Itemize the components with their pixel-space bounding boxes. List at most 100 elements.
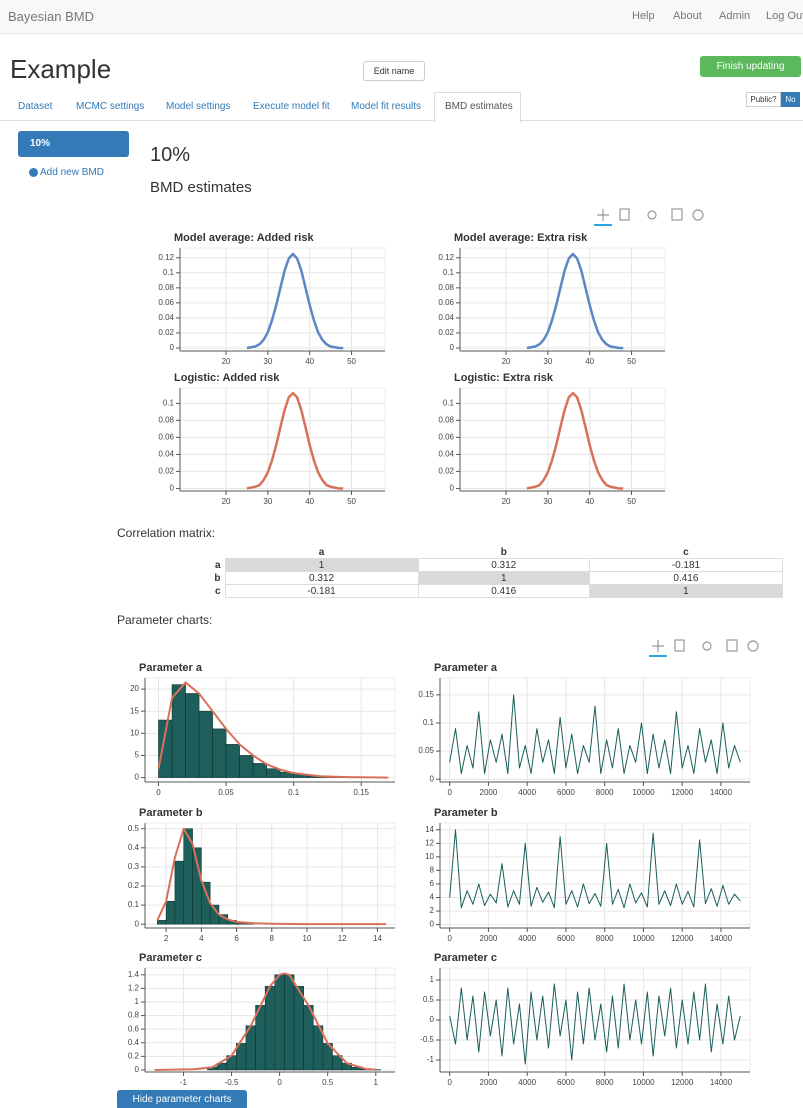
x-tick-label: 12000 — [671, 934, 694, 943]
y-tick-label: 12 — [425, 838, 434, 847]
main-heading: 10% — [150, 144, 191, 166]
chart-title: Model average: Extra risk — [454, 232, 588, 244]
x-tick-label: 14000 — [710, 934, 733, 943]
density-curve — [157, 681, 389, 779]
x-tick-label: 50 — [347, 357, 356, 366]
y-tick-label: 0.04 — [158, 313, 174, 322]
tab[interactable]: Model fit results — [351, 101, 422, 112]
x-tick-label: 40 — [305, 357, 314, 366]
line — [449, 694, 741, 775]
main-subheading: BMD estimates — [150, 179, 252, 196]
nav-link[interactable]: About — [673, 10, 702, 22]
y-tick-label: 0 — [170, 484, 175, 493]
y-tick-label: 0.15 — [418, 690, 434, 699]
chart: Parameter a 0 0.05 0.1 0.15 0 5 10 15 20 — [130, 662, 396, 797]
line — [449, 829, 741, 909]
edit-button[interactable]: Edit name — [363, 61, 425, 81]
chart-title: Parameter b — [434, 807, 498, 819]
y-tick-label: 0.04 — [438, 450, 454, 459]
cell: 1 — [588, 584, 784, 598]
y-tick-label: -1 — [427, 1055, 435, 1064]
toolbar — [649, 639, 759, 657]
finish-button[interactable]: Finish updating — [700, 56, 801, 77]
x-tick-label: 30 — [263, 497, 272, 506]
nav-link[interactable]: Admin — [719, 10, 751, 22]
y-tick-label: 0.2 — [128, 881, 140, 890]
x-tick-label: 50 — [347, 497, 356, 506]
y-tick-label: 10 — [425, 852, 434, 861]
add-bmd-icon[interactable] — [29, 168, 38, 177]
tab[interactable]: Dataset — [18, 101, 53, 112]
y-tick-label: 0.06 — [438, 298, 454, 307]
chart: Logistic: Extra risk 20 30 40 50 0 0.02 0.04 0.0… — [438, 372, 666, 506]
bar — [201, 881, 211, 925]
x-tick-label: 8000 — [596, 1078, 614, 1087]
y-tick-label: 0 — [135, 1065, 140, 1074]
public-label: Public? — [746, 92, 781, 107]
y-tick-label: 1.2 — [128, 984, 140, 993]
y-tick-label: 0.02 — [158, 328, 174, 337]
y-tick-label: 14 — [425, 825, 434, 834]
x-tick-label: 50 — [627, 497, 636, 506]
x-tick-label: 30 — [263, 357, 272, 366]
x-tick-label: 0 — [156, 788, 161, 797]
y-tick-label: 0.05 — [418, 746, 434, 755]
x-tick-label: 14000 — [710, 1078, 733, 1087]
x-tick-label: 6000 — [557, 1078, 575, 1087]
nav-link[interactable]: Help — [632, 10, 655, 22]
y-tick-label: 0.04 — [438, 313, 454, 322]
line — [526, 391, 624, 490]
y-tick-label: 0.3 — [128, 862, 140, 871]
tab[interactable]: Model settings — [166, 101, 231, 112]
x-tick-label: 30 — [543, 497, 552, 506]
tab[interactable]: BMD estimates — [445, 101, 513, 112]
y-tick-label: 0.2 — [128, 1051, 140, 1060]
bar — [185, 693, 200, 778]
add-bmd[interactable]: Add new BMD — [40, 167, 104, 178]
bar — [239, 755, 254, 778]
chart: Parameter b 2 4 6 8 10 12 14 0 0.1 0.2 0.3 0.4 0.5 — [128, 807, 396, 943]
y-tick-label: 2 — [430, 906, 435, 915]
y-tick-label: 0.06 — [158, 298, 174, 307]
correlation-label: Correlation matrix: — [117, 526, 216, 540]
x-tick-label: 4000 — [518, 934, 536, 943]
y-tick-label: 0.12 — [158, 253, 174, 262]
chart: Model average: Extra risk 20 30 40 50 0 0.02 0.… — [438, 232, 666, 366]
bar — [264, 986, 276, 1071]
bar — [171, 684, 186, 778]
chart-title: Logistic: Extra risk — [454, 372, 554, 384]
x-tick-label: 10000 — [632, 788, 655, 797]
bar — [274, 974, 285, 1071]
plot-area — [439, 677, 751, 783]
x-tick-label: -1 — [180, 1078, 188, 1087]
toolbar-icons — [652, 639, 759, 652]
x-tick-label: 8000 — [596, 934, 614, 943]
nav-link[interactable]: Log Out — [766, 10, 803, 22]
x-tick-label: 12 — [338, 934, 347, 943]
bmd-item[interactable]: 10% — [18, 131, 129, 157]
x-tick-label: -0.5 — [225, 1078, 239, 1087]
x-tick-label: 10000 — [632, 934, 655, 943]
tab[interactable]: MCMC settings — [76, 101, 145, 112]
y-tick-label: 15 — [130, 706, 139, 715]
cell: 1 — [224, 558, 419, 572]
public-toggle[interactable]: No — [781, 92, 800, 107]
y-tick-label: 0.1 — [128, 900, 140, 909]
chart-title: Parameter c — [139, 952, 202, 964]
chart: Model average: Added risk 20 30 40 50 0 0.02 0.… — [158, 232, 386, 366]
tab[interactable]: Execute model fit — [253, 101, 330, 112]
navbar — [0, 0, 803, 34]
line — [246, 391, 344, 490]
correlation-table: a b c a 1 0.312 -0.181 b 0.312 1 0.416 c -0.181 0.416… — [197, 546, 784, 598]
hide-button[interactable]: Hide parameter charts — [117, 1090, 247, 1108]
y-tick-label: 0.06 — [438, 432, 454, 441]
x-tick-label: 0.1 — [288, 788, 300, 797]
bar — [332, 1055, 343, 1071]
header-cell: c — [214, 585, 221, 597]
x-tick-label: 20 — [502, 497, 511, 506]
chart: Parameter c -1 -0.5 0 0.5 1 0 0.2 0.4 0.6 0.8 1 1.2 1… — [128, 952, 396, 1087]
bar — [225, 744, 240, 778]
chart-title: Parameter b — [139, 807, 203, 819]
x-tick-label: 10000 — [632, 1078, 655, 1087]
brand[interactable]: Bayesian BMD — [8, 9, 94, 24]
